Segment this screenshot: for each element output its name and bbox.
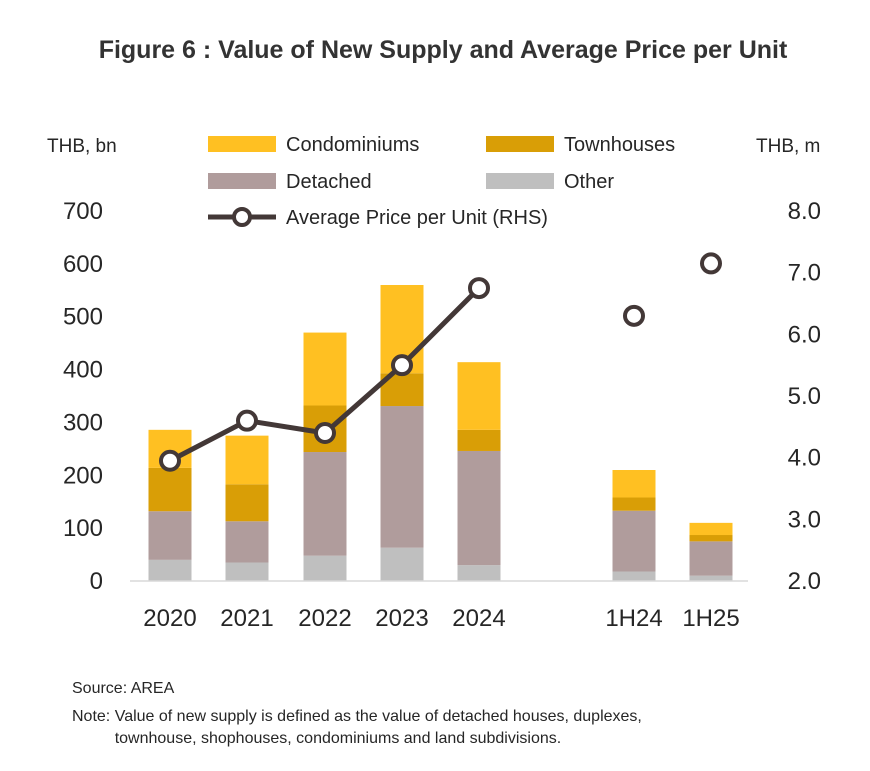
right-tick-label: 2.0 bbox=[788, 568, 821, 595]
price-point bbox=[468, 277, 490, 300]
price-point bbox=[391, 354, 413, 377]
bar-other bbox=[148, 559, 192, 581]
price-line bbox=[159, 252, 722, 472]
right-tick-label: 6.0 bbox=[788, 321, 821, 348]
bar-condominiums bbox=[225, 435, 269, 485]
right-axis-unit: THB, m bbox=[756, 136, 820, 157]
chart-title: Figure 6 : Value of New Supply and Avera… bbox=[99, 36, 788, 64]
price-point bbox=[623, 304, 645, 327]
left-tick-label: 400 bbox=[63, 357, 103, 384]
category-label: 1H24 bbox=[605, 605, 662, 632]
bar-condominiums bbox=[612, 470, 656, 498]
note-prefix: Note: bbox=[72, 708, 111, 725]
note-text: Value of new supply is defined as the va… bbox=[114, 708, 642, 747]
bar-townhouses bbox=[612, 497, 656, 511]
category-label: 1H25 bbox=[682, 605, 739, 632]
category-labels: 2020 2021 2022 2023 2024 1H24 1H25 bbox=[143, 605, 739, 632]
left-tick-label: 100 bbox=[63, 515, 103, 542]
legend-swatch-marker bbox=[232, 207, 252, 227]
right-tick-label: 3.0 bbox=[788, 506, 821, 533]
bar-townhouses bbox=[225, 484, 269, 522]
category-label: 2023 bbox=[375, 605, 428, 632]
legend-swatch-condominiums bbox=[208, 136, 276, 152]
bar-other bbox=[457, 565, 501, 581]
left-tick-label: 200 bbox=[63, 462, 103, 489]
legend-swatch-other bbox=[486, 173, 554, 189]
source-note: Source: AREA bbox=[72, 680, 175, 697]
legend-swatch-townhouses bbox=[486, 136, 554, 152]
price-point bbox=[159, 449, 181, 472]
price-point bbox=[700, 252, 722, 275]
bars bbox=[148, 285, 733, 581]
bar-townhouses bbox=[457, 429, 501, 451]
legend-label: Average Price per Unit (RHS) bbox=[286, 207, 548, 229]
price-point bbox=[314, 422, 336, 444]
category-label: 2020 bbox=[143, 605, 196, 632]
bar-detached bbox=[457, 450, 501, 566]
category-label: 2024 bbox=[452, 605, 505, 632]
bar-detached bbox=[303, 452, 347, 556]
category-label: 2022 bbox=[298, 605, 351, 632]
definition-note: Note: Value of new supply is defined as … bbox=[72, 706, 792, 750]
bar-detached bbox=[689, 541, 733, 576]
bar-condominiums bbox=[457, 362, 501, 430]
left-tick-label: 300 bbox=[63, 409, 103, 436]
bar-condominiums bbox=[689, 522, 733, 536]
legend-swatch-detached bbox=[208, 173, 276, 189]
bar-other bbox=[380, 547, 424, 581]
right-tick-label: 8.0 bbox=[788, 198, 821, 225]
right-tick-label: 4.0 bbox=[788, 445, 821, 472]
category-label: 2021 bbox=[220, 605, 273, 632]
bar-other bbox=[689, 575, 733, 581]
bar-townhouses bbox=[148, 467, 192, 512]
legend-label: Other bbox=[564, 171, 614, 193]
right-tick-label: 5.0 bbox=[788, 383, 821, 410]
legend: Condominiums Townhouses Detached Other Avera… bbox=[208, 134, 675, 229]
price-point bbox=[236, 409, 258, 432]
left-tick-label: 500 bbox=[63, 304, 103, 331]
bar-townhouses bbox=[689, 535, 733, 542]
bar-detached bbox=[225, 521, 269, 563]
left-axis-ticks: 0 100 200 300 400 500 600 700 bbox=[63, 198, 103, 595]
right-axis-ticks: 2.0 3.0 4.0 5.0 6.0 7.0 8.0 bbox=[788, 198, 821, 595]
bar-detached bbox=[148, 511, 192, 560]
bar-detached bbox=[612, 510, 656, 572]
legend-label: Townhouses bbox=[564, 134, 675, 156]
bar-other bbox=[303, 555, 347, 581]
bar-other bbox=[225, 562, 269, 581]
left-tick-label: 600 bbox=[63, 251, 103, 278]
left-tick-label: 0 bbox=[90, 568, 103, 595]
left-tick-label: 700 bbox=[63, 198, 103, 225]
bar-other bbox=[612, 571, 656, 581]
legend-label: Detached bbox=[286, 171, 372, 193]
legend-label: Condominiums bbox=[286, 134, 419, 156]
left-axis-unit: THB, bn bbox=[47, 136, 117, 157]
bar-detached bbox=[380, 406, 424, 548]
right-tick-label: 7.0 bbox=[788, 260, 821, 287]
bar-condominiums bbox=[303, 332, 347, 406]
